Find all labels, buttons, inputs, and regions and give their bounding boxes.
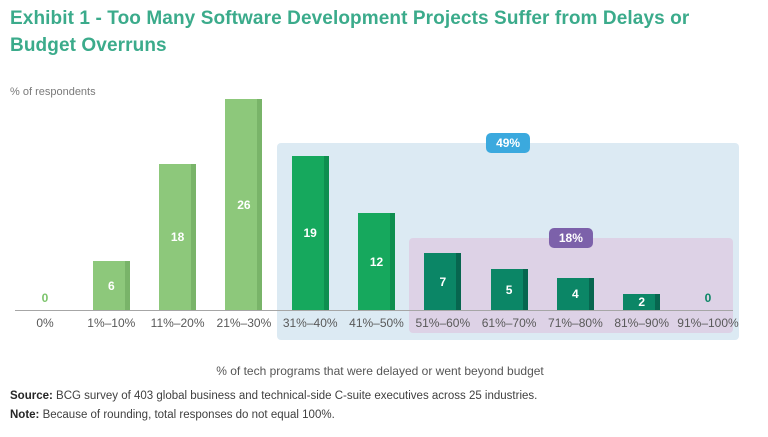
annotation-badge: 49% [486, 133, 531, 153]
bar-31%–40%: 19 [291, 156, 329, 310]
x-tick-label: 0% [36, 316, 54, 330]
bar-chart: % of respondents 0 6 18 26 19 12 7 5 4 2 0 0% 1%–10… [10, 86, 739, 340]
bar-value-label: 18 [170, 230, 185, 244]
bar-value-label: 4 [572, 287, 579, 301]
x-tick-label: 71%–80% [548, 316, 603, 330]
x-tick-label: 61%–70% [481, 316, 537, 330]
bar-61%–70%: 5 [490, 269, 528, 310]
x-axis-line [15, 310, 733, 311]
x-tick-label: 21%–30% [216, 316, 272, 330]
rounding-note: Note: Because of rounding, total respons… [10, 409, 335, 421]
source-text: BCG survey of 403 global business and te… [52, 390, 538, 402]
bar-71%–80%: 4 [556, 278, 594, 310]
x-tick-label: 41%–50% [349, 316, 404, 330]
x-tick-label: 51%–60% [415, 316, 471, 330]
bar-value-label-zero: 0 [41, 291, 49, 305]
bar-value-label: 5 [505, 282, 513, 297]
x-tick-label: 11%–20% [150, 316, 205, 330]
bar-81%–90%: 2 [623, 294, 661, 310]
bar-value-label: 7 [439, 274, 447, 289]
bar-value-label: 12 [369, 254, 384, 269]
x-tick-label: 31%–40% [282, 316, 338, 330]
bar-21%–30%: 26 [225, 99, 263, 310]
bar-11%–20%: 18 [159, 164, 197, 310]
bar-value-label: 6 [107, 278, 115, 293]
annotation-badge: 18% [548, 228, 593, 248]
x-axis-caption: % of tech programs that were delayed or … [216, 364, 544, 378]
source-label: Source: [10, 390, 53, 402]
x-tick-label: 91%–100% [677, 316, 739, 330]
bar-51%–60%: 7 [424, 253, 462, 310]
bar-value-label-zero: 0 [704, 291, 712, 305]
x-tick-label: 1%–10% [87, 316, 136, 330]
note-label: Note: [10, 409, 40, 421]
bar-value-label: 19 [303, 226, 317, 240]
bar-value-label: 2 [638, 295, 646, 309]
exhibit-title: Exhibit 1 - Too Many Software Developmen… [10, 8, 690, 56]
x-tick-label: 81%–90% [614, 316, 670, 330]
bar-1%–10%: 6 [92, 261, 130, 310]
y-axis-label: % of respondents [10, 86, 96, 98]
bar-value-label: 26 [237, 197, 251, 212]
bar-41%–50%: 12 [358, 213, 395, 310]
source-note: Source: BCG survey of 403 global busines… [10, 390, 537, 402]
note-text: Because of rounding, total responses do … [39, 409, 335, 421]
